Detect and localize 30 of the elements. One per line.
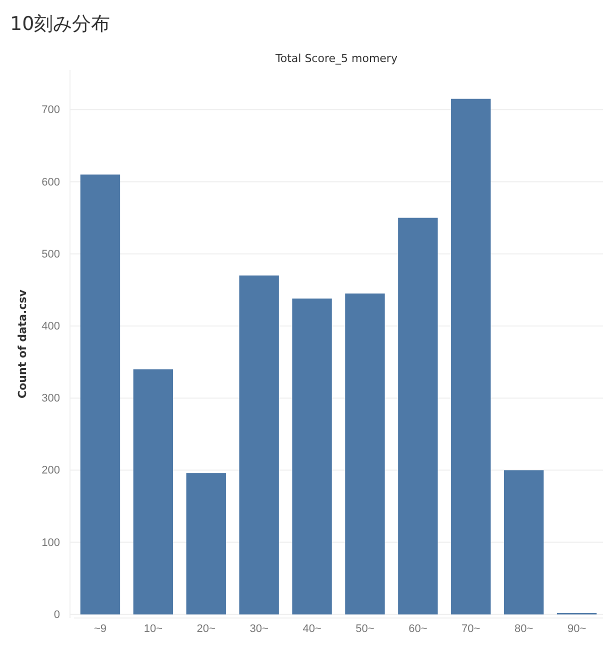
x-tick-label: 70~ (462, 622, 480, 635)
bar (186, 473, 226, 614)
x-tick-label: 10~ (144, 622, 162, 635)
y-axis-title: Count of data.csv (16, 288, 29, 398)
y-tick-label: 200 (42, 464, 60, 477)
chart-subtitle: Total Score_5 momery (274, 52, 398, 65)
x-tick-label: 80~ (514, 622, 534, 635)
bar (398, 218, 438, 614)
y-tick-label: 700 (42, 104, 60, 116)
bar (504, 470, 544, 614)
y-tick-label: 0 (54, 608, 60, 621)
bar (80, 174, 120, 614)
y-tick-label: 300 (42, 392, 60, 405)
y-tick-label: 600 (42, 176, 60, 188)
x-tick-label: ~9 (94, 622, 106, 635)
y-tick-label: 500 (42, 248, 60, 260)
bar (292, 298, 332, 614)
x-tick-label: 50~ (356, 622, 374, 635)
x-tick-label: 30~ (250, 622, 268, 635)
bar (345, 294, 385, 614)
chart-title: 10刻み分布 (10, 13, 110, 35)
bar (239, 276, 279, 614)
x-tick-label: 20~ (196, 622, 216, 635)
y-tick-label: 400 (42, 320, 60, 332)
bar (451, 98, 491, 614)
y-tick-label: 100 (42, 536, 60, 549)
x-tick-label: 90~ (567, 622, 586, 635)
bar (133, 369, 174, 614)
x-tick-label: 60~ (408, 622, 428, 635)
x-tick-label: 40~ (302, 622, 322, 635)
